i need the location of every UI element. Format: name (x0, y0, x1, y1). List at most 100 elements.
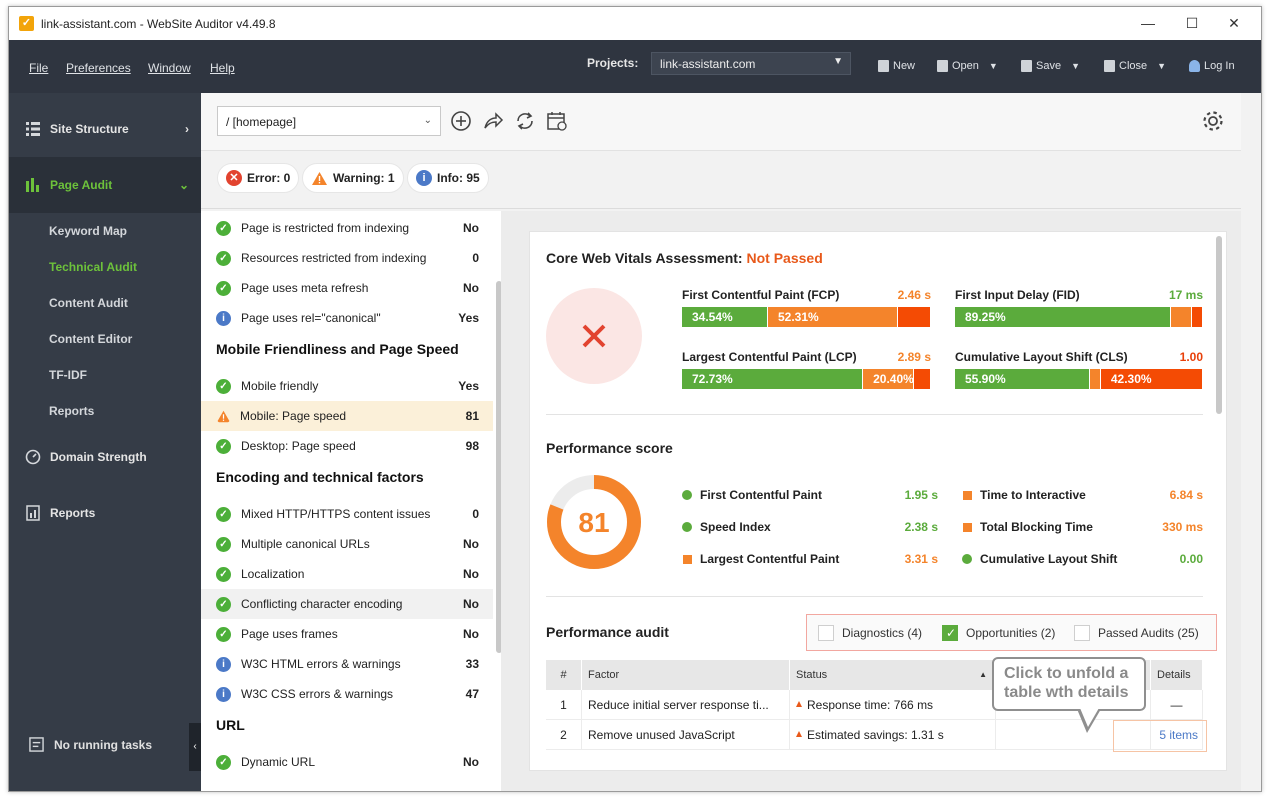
perf-si-value: 2.38 s (904, 520, 938, 534)
average-square-icon (683, 554, 692, 564)
close-window-icon[interactable]: ✕ (1228, 15, 1240, 31)
details-scrollbar[interactable] (1216, 236, 1222, 414)
cwv-lcp-good-segment: 72.73% (682, 369, 864, 389)
sidebar-item-site-structure[interactable]: Site Structure › (9, 101, 201, 157)
gear-icon[interactable] (1201, 109, 1225, 133)
minimize-icon[interactable]: — (1141, 15, 1155, 31)
sidebar-item-reports[interactable]: Reports (9, 485, 201, 541)
factor-list: ✓ Page is restricted from indexing No ✓ Reso… (201, 211, 501, 791)
factor-value: No (463, 281, 479, 295)
close-button[interactable]: Close ▼ (1104, 60, 1166, 72)
details-highlight-box (1113, 720, 1207, 752)
cwv-fcp-bar: 34.54% 52.31% (682, 307, 931, 327)
new-file-icon (878, 60, 889, 72)
cwv-fcp-poor-segment (898, 307, 931, 327)
save-button[interactable]: Save ▼ (1021, 60, 1080, 72)
sidebar-sub-content-audit[interactable]: Content Audit (49, 296, 128, 310)
page-select[interactable]: / [homepage] ⌄ (217, 106, 441, 136)
sidebar-sub-keyword-map[interactable]: Keyword Map (49, 224, 128, 238)
menu-help[interactable]: Help (210, 61, 235, 75)
info-filter[interactable]: i Info: 95 (407, 163, 489, 193)
cwv-cls-poor-segment: 42.30% (1100, 369, 1203, 389)
sidebar-sub-technical-audit[interactable]: Technical Audit (49, 260, 138, 274)
schedule-icon[interactable] (546, 110, 568, 132)
menu-window[interactable]: Window (148, 61, 191, 75)
factor-row[interactable]: i W3C CSS errors & warnings 47 (201, 679, 493, 709)
page-audit-icon (26, 178, 39, 192)
perf-cls-label: Cumulative Layout Shift (980, 552, 1118, 566)
table-cell-factor[interactable]: Remove unused JavaScript (582, 720, 790, 750)
table-cell-factor[interactable]: Reduce initial server response ti... (582, 690, 790, 720)
running-tasks[interactable]: No running tasks (29, 737, 152, 752)
error-filter[interactable]: ✕ Error: 0 (217, 163, 300, 193)
chevron-down-icon[interactable]: ▼ (988, 61, 998, 71)
factor-row[interactable]: ✓ Desktop: Page speed 98 (201, 431, 493, 461)
diagnostics-checkbox[interactable]: Diagnostics (4) (818, 625, 922, 641)
factor-row[interactable]: ✓ Localization No (201, 559, 493, 589)
perf-si: Speed Index (682, 520, 771, 534)
cwv-fid-needs-improvement-segment (1171, 307, 1192, 327)
cwv-fid-poor-segment (1192, 307, 1203, 327)
panel-splitter[interactable] (501, 211, 509, 791)
factor-row[interactable]: i W3C HTML errors & warnings 33 (201, 649, 493, 679)
sidebar-sub-content-editor[interactable]: Content Editor (49, 332, 133, 346)
factor-row[interactable]: ✓ Dynamic URL No (201, 747, 493, 777)
passed-audits-checkbox[interactable]: Passed Audits (25) (1074, 625, 1199, 641)
new-button[interactable]: New (878, 60, 915, 72)
info-icon: i (416, 170, 432, 186)
table-cell-details[interactable]: 5 items (1151, 720, 1203, 750)
sidebar-item-page-audit[interactable]: Page Audit ⌄ (9, 157, 201, 213)
opportunities-checkbox[interactable]: Opportunities (2) (942, 625, 1055, 641)
perf-fcp: First Contentful Paint (682, 488, 822, 502)
factor-row[interactable]: ✓ Mobile friendly Yes (201, 371, 493, 401)
chevron-down-icon[interactable]: ▼ (1071, 61, 1080, 71)
factor-row[interactable]: ✓ Mixed HTTP/HTTPS content issues 0 (201, 499, 493, 529)
audit-category-filters: Diagnostics (4) Opportunities (2) Passed… (806, 614, 1217, 651)
factor-value: No (463, 567, 479, 581)
factor-row[interactable]: ✓ Resources restricted from indexing 0 (201, 243, 493, 273)
add-page-icon[interactable] (450, 110, 472, 132)
col-header-factor[interactable]: Factor (582, 660, 790, 690)
factor-row[interactable]: Mobile: Page speed 81 (201, 401, 493, 431)
chevron-down-icon[interactable]: ▼ (1157, 61, 1167, 71)
refresh-icon[interactable] (514, 110, 536, 132)
menu-file[interactable]: File (29, 61, 49, 75)
check-circle-icon: ✓ (216, 536, 231, 552)
page-select-value: / [homepage] (226, 115, 297, 129)
factor-label: Mixed HTTP/HTTPS content issues (241, 507, 431, 521)
share-icon[interactable] (482, 110, 504, 132)
cwv-fid-good-segment: 89.25% (955, 307, 1172, 327)
factor-row[interactable]: ✓ Multiple canonical URLs No (201, 529, 493, 559)
factor-row[interactable]: i Page uses rel="canonical" Yes (201, 303, 493, 333)
factor-row[interactable]: ✓ Page is restricted from indexing No (201, 213, 493, 243)
details-link[interactable]: 5 items (1159, 728, 1198, 742)
factor-label: Page uses meta refresh (241, 281, 369, 295)
reports-label: Reports (50, 506, 96, 520)
menu-preferences[interactable]: Preferences (66, 61, 131, 75)
factor-row[interactable]: ✓ Page uses meta refresh No (201, 273, 493, 303)
factor-list-scrollbar[interactable] (496, 281, 501, 653)
login-button[interactable]: Log In (1189, 60, 1235, 72)
maximize-icon[interactable]: ☐ (1185, 15, 1199, 31)
cwv-cls-label: Cumulative Layout Shift (CLS) (955, 350, 1128, 364)
issue-filters: ✕ Error: 0 Warning: 1 i Info: 95 (201, 151, 1241, 209)
perf-fcp-label: First Contentful Paint (700, 488, 822, 502)
sidebar-item-domain-strength[interactable]: Domain Strength (9, 429, 201, 485)
col-header-details[interactable]: Details (1151, 660, 1203, 690)
factor-row[interactable]: ✓ Conflicting character encoding No (201, 589, 493, 619)
factor-value: Yes (458, 311, 479, 325)
col-header-num[interactable]: # (546, 660, 582, 690)
collapse-sidebar-button[interactable]: ‹ (189, 723, 201, 771)
average-square-icon (963, 490, 972, 500)
open-button[interactable]: Open ▼ (937, 60, 998, 72)
factor-row[interactable]: ✓ Page uses frames No (201, 619, 493, 649)
warning-filter[interactable]: Warning: 1 (302, 163, 404, 193)
col-header-status[interactable]: Status ▲ (790, 660, 996, 690)
cwv-lcp-value: 2.89 s (897, 350, 931, 364)
sidebar-sub-reports[interactable]: Reports (49, 404, 95, 418)
factor-label: Desktop: Page speed (241, 439, 356, 453)
sidebar-sub-tf-idf[interactable]: TF-IDF (49, 368, 87, 382)
project-select[interactable]: link-assistant.com ▼ (651, 52, 851, 75)
check-circle-icon: ✓ (216, 596, 231, 612)
performance-audit-heading: Performance audit (546, 624, 669, 640)
